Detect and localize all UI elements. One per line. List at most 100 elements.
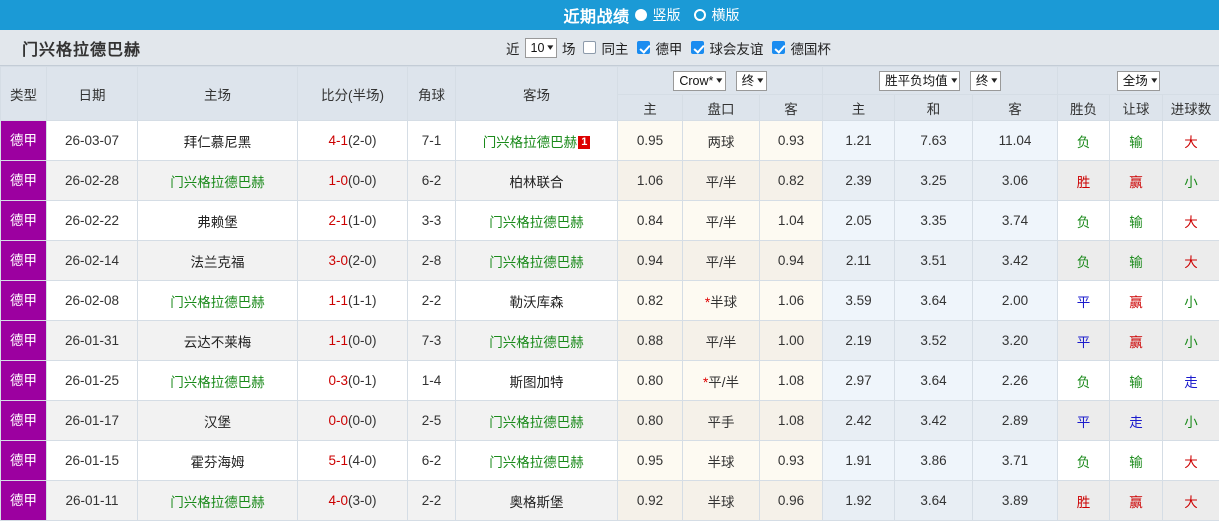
cell-corner: 2-8: [407, 240, 456, 281]
home-team-name[interactable]: 法兰克福: [190, 254, 245, 270]
checkbox-club-friendly-label[interactable]: 球会友谊: [709, 41, 764, 57]
away-team-name[interactable]: 门兴格拉德巴赫: [489, 414, 584, 430]
cell-score: 4-0(3-0): [297, 480, 408, 521]
panel-title: 近期战绩: [563, 9, 630, 26]
table-row[interactable]: 德甲 26-01-17 汉堡 0-0(0-0) 2-5 门兴格拉德巴赫 0.80 平手 1.08…: [0, 400, 1219, 441]
cell-eu-away-odds: 3.20: [972, 320, 1059, 361]
cell-home-team: 弗赖堡: [137, 200, 298, 241]
away-team-name[interactable]: 门兴格拉德巴赫: [489, 214, 584, 230]
checkbox-dfb-pokal[interactable]: [772, 41, 786, 54]
radio-horizontal-layout[interactable]: [693, 9, 706, 21]
away-team-name[interactable]: 门兴格拉德巴赫: [489, 454, 584, 470]
checkbox-bundesliga[interactable]: [637, 41, 651, 54]
checkbox-club-friendly[interactable]: [691, 41, 705, 54]
home-team-name[interactable]: 门兴格拉德巴赫: [170, 374, 265, 390]
handicap-time-select[interactable]: 终 ▾: [735, 70, 767, 91]
table-row[interactable]: 德甲 26-02-14 法兰克福 3-0(2-0) 2-8 门兴格拉德巴赫 0.94 平/半 0…: [0, 240, 1219, 281]
cell-eu-draw-odds: 3.25: [894, 160, 974, 201]
header-asia-away: 客: [758, 94, 824, 121]
header-eu-away: 客: [972, 94, 1059, 121]
cell-eu-draw-odds: 3.64: [894, 480, 974, 521]
cell-corner: 2-2: [407, 280, 456, 321]
cell-score: 0-0(0-0): [297, 400, 408, 441]
cell-type: 德甲: [0, 400, 47, 441]
cell-asia-handicap: 两球: [682, 120, 760, 161]
table-row[interactable]: 德甲 26-02-22 弗赖堡 2-1(1-0) 3-3 门兴格拉德巴赫 0.84 平/半 1.…: [0, 200, 1219, 241]
home-team-name[interactable]: 拜仁慕尼黑: [183, 134, 252, 150]
cell-result-goals: 小: [1162, 280, 1219, 321]
table-row[interactable]: 德甲 26-01-31 云达不莱梅 1-1(0-0) 7-3 门兴格拉德巴赫 0.88 平/半…: [0, 320, 1219, 361]
cell-result-wdl: 平: [1057, 400, 1111, 441]
table-row[interactable]: 德甲 26-02-28 门兴格拉德巴赫 1-0(0-0) 6-2 柏林联合 1.06 平/半 0…: [0, 160, 1219, 201]
recent-suffix-label: 场: [561, 41, 576, 57]
cell-home-team: 门兴格拉德巴赫: [137, 160, 298, 201]
odds-type-select[interactable]: 胜平负均值 ▾: [879, 70, 961, 91]
company-select[interactable]: Crow* ▾: [673, 70, 726, 91]
cell-away-team: 柏林联合: [455, 160, 618, 201]
league-badge: 德甲: [1, 321, 46, 360]
cell-date: 26-02-28: [46, 160, 138, 201]
cell-asia-handicap: 平手: [682, 400, 760, 441]
checkbox-same-home[interactable]: [583, 41, 597, 54]
odds-type-value: 胜平负均值: [885, 73, 948, 88]
table-row[interactable]: 德甲 26-02-08 门兴格拉德巴赫 1-1(1-1) 2-2 勒沃库森 0.82 *半球 1…: [0, 280, 1219, 321]
table-row[interactable]: 德甲 26-01-25 门兴格拉德巴赫 0-3(0-1) 1-4 斯图加特 0.80 *平/半…: [0, 360, 1219, 401]
odds-time-select[interactable]: 终 ▾: [969, 70, 1001, 91]
table-row[interactable]: 德甲 26-01-11 门兴格拉德巴赫 4-0(3-0) 2-2 奥格斯堡 0.92 半球 0.…: [0, 480, 1219, 521]
table-row[interactable]: 德甲 26-03-07 拜仁慕尼黑 4-1(2-0) 7-1 门兴格拉德巴赫 1 0.95 两球…: [0, 120, 1219, 161]
home-team-name[interactable]: 门兴格拉德巴赫: [170, 494, 265, 510]
cell-corner: 7-3: [407, 320, 456, 361]
home-team-name[interactable]: 汉堡: [204, 414, 231, 430]
radio-vertical-layout[interactable]: [634, 9, 647, 21]
cell-away-team: 勒沃库森: [455, 280, 618, 321]
cell-result-goals: 大: [1162, 240, 1219, 281]
radio-vertical-label[interactable]: 竖版: [652, 7, 681, 23]
result-goals-value: 大: [1184, 134, 1198, 150]
checkbox-same-home-label[interactable]: 同主: [601, 41, 629, 57]
cell-result-wdl: 平: [1057, 320, 1111, 361]
cell-result-goals: 小: [1162, 400, 1219, 441]
cell-result-wdl: 平: [1057, 280, 1111, 321]
cell-result-wdl: 胜: [1057, 480, 1111, 521]
chevron-down-icon: ▾: [991, 75, 998, 85]
checkbox-dfb-pokal-label[interactable]: 德国杯: [790, 41, 831, 57]
away-team-name[interactable]: 门兴格拉德巴赫: [482, 134, 578, 150]
away-team-name[interactable]: 斯图加特: [509, 374, 564, 390]
results-table: 类型 日期 主场 比分(半场) 角球 客场 Crow* ▾ 终 ▾ 胜平负均值 …: [0, 66, 1219, 521]
recent-count-select[interactable]: 10 ▾: [524, 37, 557, 58]
cell-score: 1-1(0-0): [297, 320, 408, 361]
result-wdl-value: 胜: [1076, 494, 1091, 510]
cell-result-goals: 小: [1162, 320, 1219, 361]
recent-prefix-label: 近: [506, 41, 520, 57]
cell-home-team: 汉堡: [137, 400, 298, 441]
scope-select[interactable]: 全场 ▾: [1116, 70, 1161, 91]
table-row[interactable]: 德甲 26-01-15 霍芬海姆 5-1(4-0) 6-2 门兴格拉德巴赫 0.95 半球 0.…: [0, 440, 1219, 481]
chevron-down-icon: ▾: [547, 42, 554, 52]
checkbox-bundesliga-label[interactable]: 德甲: [655, 41, 683, 57]
home-team-name[interactable]: 弗赖堡: [197, 214, 238, 230]
cell-asia-away-odds: 1.00: [758, 320, 824, 361]
cell-away-team: 门兴格拉德巴赫: [455, 240, 618, 281]
cell-eu-home-odds: 2.97: [822, 360, 896, 401]
home-team-name[interactable]: 门兴格拉德巴赫: [170, 294, 265, 310]
home-team-name[interactable]: 霍芬海姆: [190, 454, 245, 470]
cell-asia-home-odds: 0.88: [617, 320, 683, 361]
cell-date: 26-01-17: [46, 400, 138, 441]
cell-result-handicap: 赢: [1109, 160, 1164, 201]
score-value: 5-1(4-0): [328, 453, 377, 468]
cell-away-team: 门兴格拉德巴赫: [455, 440, 618, 481]
cell-asia-away-odds: 1.08: [758, 360, 824, 401]
away-team-name[interactable]: 门兴格拉德巴赫: [489, 254, 584, 270]
away-team-name[interactable]: 奥格斯堡: [509, 494, 564, 510]
home-team-name[interactable]: 云达不莱梅: [183, 334, 252, 350]
radio-horizontal-label[interactable]: 横版: [711, 7, 740, 23]
away-team-name[interactable]: 门兴格拉德巴赫: [489, 334, 584, 350]
scope-value: 全场: [1122, 73, 1148, 88]
cell-corner: 6-2: [407, 440, 456, 481]
cell-corner: 7-1: [407, 120, 456, 161]
cell-score: 2-1(1-0): [297, 200, 408, 241]
home-team-name[interactable]: 门兴格拉德巴赫: [170, 174, 265, 190]
away-team-name[interactable]: 柏林联合: [509, 174, 564, 190]
cell-date: 26-01-11: [46, 480, 138, 521]
away-team-name[interactable]: 勒沃库森: [509, 294, 564, 310]
